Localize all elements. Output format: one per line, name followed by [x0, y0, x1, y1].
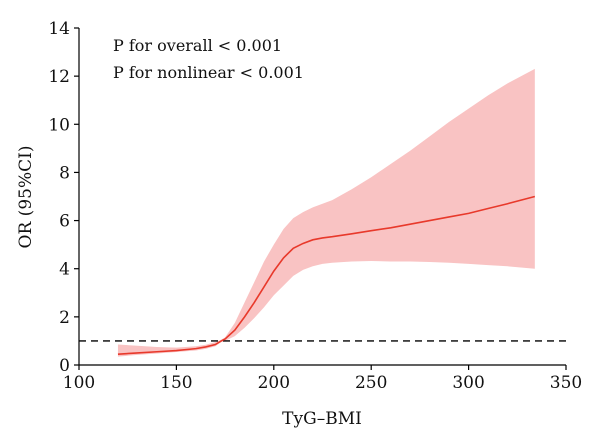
axes: [74, 27, 567, 370]
x-tick-label: 350: [550, 373, 582, 393]
y-tick-label: 0: [59, 356, 70, 376]
or-line: [117, 195, 536, 355]
x-tick-label: 250: [355, 373, 387, 393]
y-tick-label: 10: [48, 115, 70, 135]
y-tick-label: 4: [59, 260, 70, 280]
x-tick-label: 200: [258, 373, 290, 393]
x-tick-label: 100: [63, 373, 95, 393]
confidence-band-layer: [117, 68, 535, 357]
x-tick-label: 150: [160, 373, 192, 393]
y-tick-label: 2: [59, 308, 70, 328]
confidence-band: [117, 68, 535, 357]
y-tick-label: 12: [48, 67, 70, 87]
annotation-overall: P for overall < 0.001: [113, 36, 282, 55]
y-tick-label: 8: [59, 163, 70, 183]
annotation-nonlinear: P for nonlinear < 0.001: [113, 63, 304, 82]
x-tick-label: 300: [452, 373, 484, 393]
tick-labels: 100 150 200 250 300 350 0 2 4 6 8 10 12 14: [48, 19, 582, 393]
y-axis-title: OR (95%CI): [16, 146, 36, 249]
y-tick-label: 14: [48, 19, 70, 39]
x-axis-title: TyG–BMI: [282, 409, 362, 429]
y-tick-label: 6: [59, 212, 70, 232]
or-line-layer: [117, 195, 536, 355]
